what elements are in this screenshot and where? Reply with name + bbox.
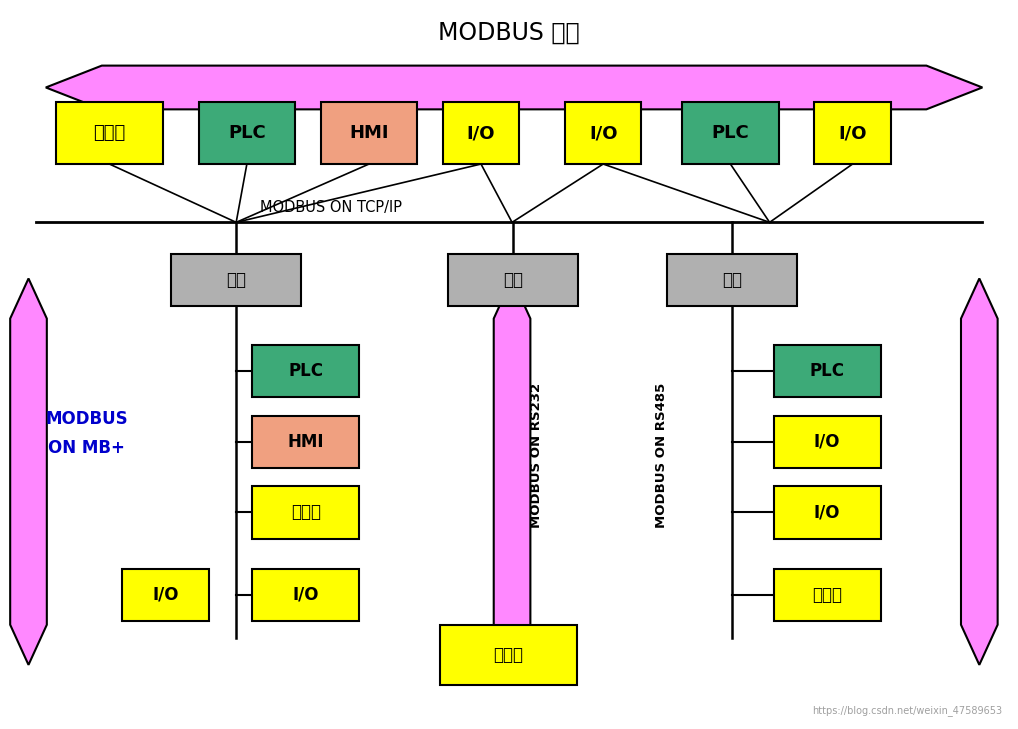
FancyBboxPatch shape	[252, 486, 359, 539]
Text: PLC: PLC	[288, 362, 324, 380]
FancyBboxPatch shape	[252, 416, 359, 468]
Polygon shape	[494, 278, 530, 665]
Text: PLC: PLC	[809, 362, 845, 380]
Text: 网关: 网关	[226, 271, 246, 289]
FancyBboxPatch shape	[440, 625, 577, 685]
Text: PLC: PLC	[712, 124, 749, 142]
Text: MODBUS
ON MB+: MODBUS ON MB+	[45, 410, 128, 457]
Text: I/O: I/O	[292, 586, 320, 604]
FancyBboxPatch shape	[682, 102, 779, 164]
FancyBboxPatch shape	[122, 569, 209, 621]
FancyBboxPatch shape	[774, 486, 881, 539]
Polygon shape	[46, 66, 982, 109]
FancyBboxPatch shape	[252, 569, 359, 621]
Text: 驱动器: 驱动器	[94, 124, 125, 142]
FancyBboxPatch shape	[56, 102, 163, 164]
Polygon shape	[961, 278, 998, 665]
FancyBboxPatch shape	[774, 416, 881, 468]
FancyBboxPatch shape	[321, 102, 417, 164]
FancyBboxPatch shape	[814, 102, 891, 164]
FancyBboxPatch shape	[443, 102, 519, 164]
FancyBboxPatch shape	[199, 102, 295, 164]
Text: HMI: HMI	[288, 433, 324, 451]
Text: I/O: I/O	[589, 124, 617, 142]
Text: MODBUS ON TCP/IP: MODBUS ON TCP/IP	[260, 200, 401, 215]
FancyBboxPatch shape	[565, 102, 641, 164]
Text: PLC: PLC	[228, 124, 266, 142]
Text: 网关: 网关	[722, 271, 742, 289]
FancyBboxPatch shape	[774, 345, 881, 397]
Text: 驱动器: 驱动器	[494, 647, 523, 664]
Text: I/O: I/O	[152, 586, 179, 604]
Text: https://blog.csdn.net/weixin_47589653: https://blog.csdn.net/weixin_47589653	[812, 705, 1003, 716]
Text: 驱动器: 驱动器	[291, 504, 321, 521]
Text: MODBUS ON RS232: MODBUS ON RS232	[530, 383, 543, 529]
Text: I/O: I/O	[813, 433, 841, 451]
FancyBboxPatch shape	[171, 254, 301, 306]
Text: HMI: HMI	[349, 124, 389, 142]
Text: I/O: I/O	[839, 124, 866, 142]
Text: MODBUS ON RS485: MODBUS ON RS485	[656, 383, 668, 529]
Polygon shape	[10, 278, 47, 665]
FancyBboxPatch shape	[448, 254, 578, 306]
Text: MODBUS 通信: MODBUS 通信	[438, 21, 580, 44]
Text: I/O: I/O	[813, 504, 841, 521]
Text: 网关: 网关	[503, 271, 523, 289]
FancyBboxPatch shape	[774, 569, 881, 621]
FancyBboxPatch shape	[252, 345, 359, 397]
Text: I/O: I/O	[467, 124, 495, 142]
Text: 驱动器: 驱动器	[812, 586, 842, 604]
FancyBboxPatch shape	[667, 254, 797, 306]
